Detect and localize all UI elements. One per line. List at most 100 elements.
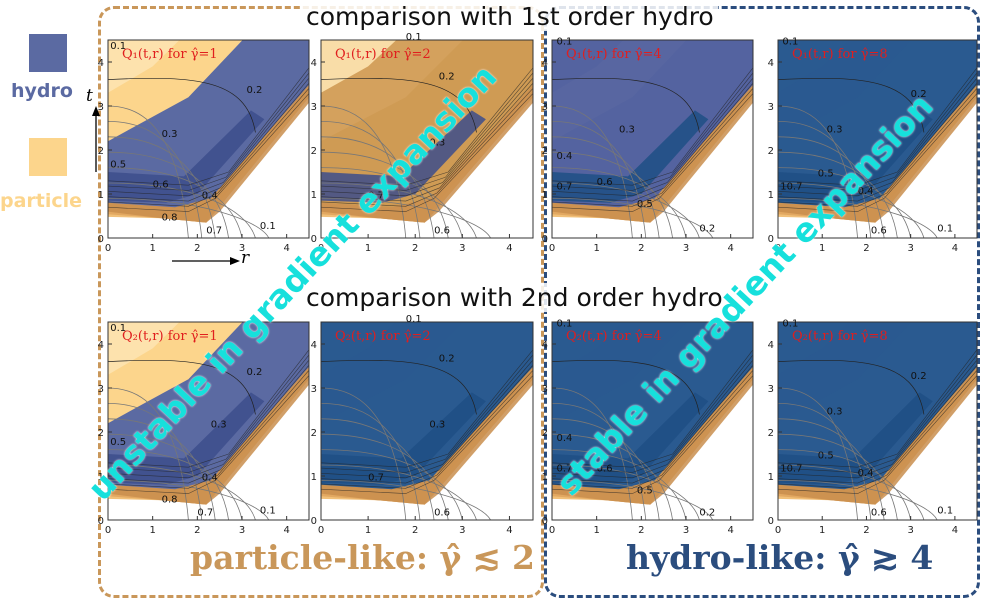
contour-label: 0.6 — [153, 179, 169, 190]
hydro-legend-label: hydro — [11, 80, 73, 102]
contour-label: 0.7 — [368, 190, 384, 201]
y-tick-label: 4 — [311, 58, 317, 69]
t-axis-label: t — [86, 86, 93, 106]
contour-label: 0.1 — [937, 505, 953, 516]
contour-label: 0.3 — [429, 138, 445, 149]
contour-label: 0.3 — [429, 420, 445, 431]
contour-label: 0.7 — [556, 182, 572, 193]
contour-label: 0.2 — [699, 223, 715, 234]
contour-label: 0.5 — [110, 160, 126, 171]
contour-label: 0.5 — [818, 450, 834, 461]
x-tick-label: 1 — [149, 243, 155, 254]
contour-label: 0.3 — [211, 420, 227, 431]
contour-label: 0.2 — [911, 371, 927, 382]
y-tick-label: 0 — [311, 234, 317, 245]
x-tick-label: 2 — [194, 243, 200, 254]
panel-title: Q₁(t,r) for γ̂=2 — [335, 47, 431, 62]
contour-label: 10.7 — [780, 464, 802, 475]
hydro-like-label: hydro-like: γ̂ ≳ 4 — [626, 538, 933, 577]
x-tick-label: 4 — [727, 243, 733, 254]
contour-label: 0.2 — [246, 85, 262, 96]
contour-panel-4: 0 1 2 3 4 0 1 2 3 4 0.1 0.2 0.3 0.5 10.7 0.4 0.6 0.1 Q₁(t,… — [764, 36, 983, 256]
contour-label: 0.1 — [937, 223, 953, 234]
y-tick-label: 2 — [98, 146, 104, 157]
contour-label: 0.5 — [110, 437, 126, 448]
particle-like-text: particle-like: — [190, 538, 440, 577]
x-tick-label: 0 — [318, 243, 324, 254]
y-tick-label: 2 — [542, 146, 548, 157]
x-tick-label: 4 — [283, 525, 289, 536]
contour-label: 0.1 — [110, 323, 126, 334]
top-section-title: comparison with 1st order hydro — [302, 2, 718, 31]
y-tick-label: 0 — [768, 234, 774, 245]
contour-label: 0.7 — [197, 508, 213, 519]
y-tick-label: 4 — [768, 58, 774, 69]
x-tick-label: 3 — [907, 243, 913, 254]
contour-label: 0.1 — [556, 318, 572, 329]
y-tick-label: 3 — [542, 384, 548, 395]
y-tick-label: 1 — [311, 472, 317, 483]
x-tick-label: 1 — [819, 525, 825, 536]
contour-label: 0.4 — [556, 151, 572, 162]
contour-label: 0.5 — [818, 168, 834, 179]
r-axis-arrow — [172, 257, 240, 265]
y-tick-label: 4 — [98, 58, 104, 69]
x-tick-label: 0 — [549, 525, 555, 536]
x-tick-label: 3 — [907, 525, 913, 536]
contour-label: 0.6 — [434, 226, 450, 237]
panel-title: Q₂(t,r) for γ̂=4 — [566, 329, 662, 344]
contour-label: 0.3 — [619, 124, 635, 135]
y-tick-label: 1 — [768, 190, 774, 201]
x-tick-label: 1 — [365, 243, 371, 254]
x-tick-label: 1 — [819, 243, 825, 254]
x-tick-label: 2 — [412, 525, 418, 536]
contour-label: 0.1 — [110, 41, 126, 52]
particle-legend-label: particle — [0, 190, 83, 212]
contour-panel-3: 0 1 2 3 4 0 1 2 3 4 0.1 0.3 0.4 0.7 0.6 0.5 0.2 Q₁(t,r) f… — [538, 36, 759, 256]
y-tick-label: 3 — [98, 102, 104, 113]
contour-label: 0.5 — [637, 486, 653, 497]
contour-label: 0.6 — [871, 508, 887, 519]
panel-title: Q₁(t,r) for γ̂=1 — [122, 47, 218, 62]
y-tick-label: 0 — [311, 516, 317, 527]
contour-panel-7: 0 1 2 3 4 0 1 2 3 4 0.1 0.4 0.7 0.6 0.5 0.2 Q₂(t,r) for … — [538, 318, 759, 538]
x-tick-label: 4 — [952, 243, 958, 254]
contour-label: 0.2 — [699, 508, 715, 519]
contour-label: 0.7 — [368, 472, 384, 483]
y-tick-label: 0 — [98, 516, 104, 527]
contour-label: 0.8 — [162, 212, 178, 223]
panel-title: Q₂(t,r) for γ̂=8 — [792, 329, 888, 344]
x-tick-label: 1 — [593, 243, 599, 254]
x-tick-label: 0 — [318, 525, 324, 536]
contour-label: 0.4 — [556, 433, 572, 444]
hydro-like-text: hydro-like: — [626, 538, 838, 577]
contour-panel-8: 0 1 2 3 4 0 1 2 3 4 0.1 0.2 0.3 0.5 10.7 0.4 0.6 0.1 Q₂(t,… — [764, 318, 983, 538]
y-tick-label: 4 — [768, 340, 774, 351]
x-tick-label: 1 — [365, 525, 371, 536]
y-tick-label: 0 — [542, 516, 548, 527]
y-tick-label: 4 — [542, 58, 548, 69]
x-tick-label: 0 — [105, 525, 111, 536]
contour-label: 0.3 — [827, 124, 843, 135]
y-tick-label: 1 — [98, 190, 104, 201]
y-tick-label: 1 — [542, 190, 548, 201]
x-tick-label: 3 — [683, 243, 689, 254]
x-tick-label: 2 — [412, 243, 418, 254]
contour-label: 0.4 — [202, 190, 218, 201]
contour-label: 0.5 — [637, 199, 653, 210]
contour-label: 0.1 — [406, 314, 422, 325]
y-tick-label: 3 — [768, 384, 774, 395]
x-tick-label: 4 — [506, 243, 512, 254]
x-tick-label: 3 — [683, 525, 689, 536]
contour-label: 0.4 — [858, 186, 874, 197]
x-tick-label: 0 — [105, 243, 111, 254]
contour-label: 0.3 — [162, 129, 178, 140]
x-tick-label: 4 — [506, 525, 512, 536]
contour-label: 0.1 — [260, 221, 276, 232]
x-tick-label: 2 — [638, 525, 644, 536]
panel-title: Q₂(t,r) for γ̂=1 — [122, 329, 218, 344]
y-tick-label: 3 — [311, 102, 317, 113]
y-tick-label: 2 — [98, 428, 104, 439]
x-tick-label: 0 — [775, 525, 781, 536]
x-tick-label: 2 — [194, 525, 200, 536]
